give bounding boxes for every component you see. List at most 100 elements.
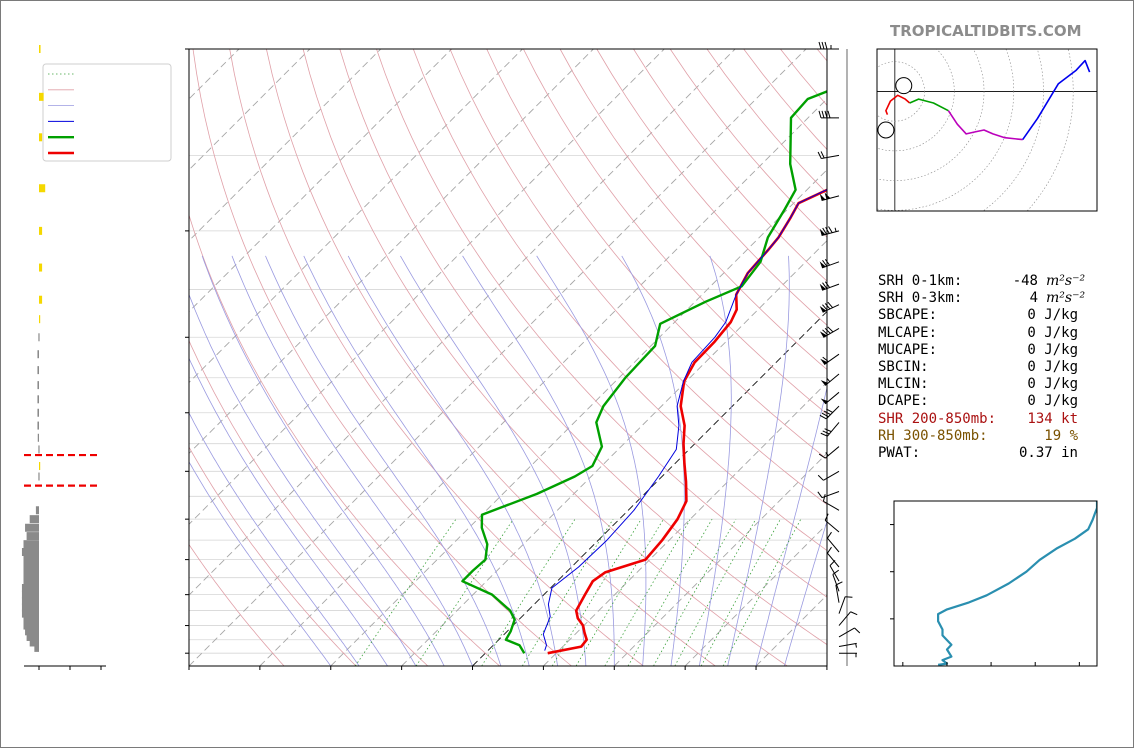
barb-half-feather xyxy=(856,644,857,648)
stat-row: SBCIN:0 J/kg xyxy=(878,359,1108,376)
wind-barb xyxy=(819,42,839,49)
moist-adiabat xyxy=(266,256,501,666)
stat-value: 0 J/kg xyxy=(1006,376,1078,393)
wind-barb xyxy=(820,302,839,312)
stat-label: PWAT: xyxy=(878,445,1006,462)
moist-adiabat xyxy=(232,256,473,666)
barb-half-feather xyxy=(835,228,836,232)
mixing-ratio-line xyxy=(701,519,780,666)
omega-bar xyxy=(22,548,39,556)
stat-row: SBCAPE:0 J/kg xyxy=(878,307,1108,324)
wind-barb xyxy=(820,259,839,268)
barb-feather xyxy=(821,433,828,436)
storm-motion-marker xyxy=(896,78,912,94)
mixing-ratio-line xyxy=(416,519,513,666)
stat-label: SRH 0-1km: xyxy=(878,273,1006,290)
barb-staff xyxy=(823,471,839,480)
barb-feather xyxy=(836,582,843,585)
hodo-frame xyxy=(877,49,1097,211)
omega-bar xyxy=(39,93,44,101)
stat-label: RH 300-850mb: xyxy=(878,428,1006,445)
omega-bar xyxy=(30,515,39,523)
hodo-segment-6-9km xyxy=(948,111,1022,140)
stat-unit: m²s⁻² xyxy=(1046,290,1085,307)
barb-feather xyxy=(818,475,823,480)
stat-label: SBCIN: xyxy=(878,359,1006,376)
omega-bar xyxy=(25,524,39,532)
omega-bar xyxy=(24,563,40,571)
omega-bar xyxy=(34,644,39,652)
stat-value: 134 kt xyxy=(1006,411,1078,428)
omega-bar xyxy=(39,133,42,141)
stat-row: SHR 200-850mb:134 kt xyxy=(878,411,1108,428)
barb-staff xyxy=(839,643,857,646)
stat-row: PWAT:0.37 in xyxy=(878,445,1108,462)
wind-barb xyxy=(839,612,857,626)
wind-barb xyxy=(820,192,839,200)
barb-staff xyxy=(827,553,839,567)
storm-motion-marker xyxy=(878,122,894,138)
moist-adiabat xyxy=(537,256,646,666)
barb-feather xyxy=(851,612,858,615)
barb-feather xyxy=(827,532,831,538)
stat-row: MUCAPE:0 J/kg xyxy=(878,342,1108,359)
wind-barb xyxy=(821,374,839,386)
moist-adiabat xyxy=(106,256,331,666)
isotherm-line xyxy=(260,49,877,666)
wind-barb xyxy=(839,597,852,614)
stat-label: SHR 200-850mb: xyxy=(878,411,1006,428)
stat-value: 0 J/kg xyxy=(1006,359,1078,376)
stat-value: -48 xyxy=(1006,273,1038,290)
wind-barb xyxy=(827,532,839,552)
barb-feather xyxy=(855,628,860,633)
omega-bar xyxy=(39,264,42,272)
barb-feather xyxy=(830,560,835,565)
omega-bar xyxy=(38,434,39,442)
stat-label: SBCAPE: xyxy=(878,307,1006,324)
omega-bar xyxy=(39,227,42,235)
barb-feather xyxy=(828,226,832,232)
moist-adiabat xyxy=(127,256,359,666)
omega-bar xyxy=(39,315,40,323)
stat-row: SRH 0-1km:-48 m²s⁻² xyxy=(878,273,1108,290)
mixing-ratio-line xyxy=(576,519,663,666)
wind-barb xyxy=(819,447,839,459)
wind-barb xyxy=(839,643,857,647)
hodo-segment-0-3km xyxy=(886,95,910,114)
mixing-ratio-line xyxy=(628,519,712,666)
stat-label: DCAPE: xyxy=(878,393,1006,410)
wind-barb xyxy=(819,111,839,118)
omega-bar xyxy=(39,45,41,53)
omega-bar xyxy=(24,570,40,578)
moist-adiabat xyxy=(175,256,416,666)
barb-feather xyxy=(819,111,821,118)
omega-bar xyxy=(39,462,40,470)
stat-value: 0.37 in xyxy=(1006,445,1078,462)
barb-feather xyxy=(828,111,830,118)
stat-label: SRH 0-3km: xyxy=(878,290,1006,307)
omega-bar xyxy=(38,333,39,341)
wind-barb xyxy=(833,570,839,591)
moist-adiabat xyxy=(728,256,790,666)
barb-staff xyxy=(823,501,839,510)
wind-barb xyxy=(820,354,839,364)
stat-unit: m²s⁻² xyxy=(1046,273,1085,290)
omega-bar xyxy=(36,506,39,514)
stat-value: 0 J/kg xyxy=(1006,307,1078,324)
plot-frame xyxy=(189,49,827,666)
barb-feather xyxy=(819,42,821,49)
wind-barb xyxy=(836,582,843,603)
wind-barb xyxy=(818,471,839,480)
barb-feather xyxy=(825,429,832,432)
barb-flag xyxy=(820,194,826,201)
barb-staff xyxy=(839,597,845,614)
wind-barb xyxy=(820,282,839,291)
theta-e-panel xyxy=(890,501,1097,666)
theta-plot-area xyxy=(938,501,1097,665)
stat-label: MLCIN: xyxy=(878,376,1006,393)
omega-bar xyxy=(37,422,39,430)
wind-barb xyxy=(818,492,839,498)
